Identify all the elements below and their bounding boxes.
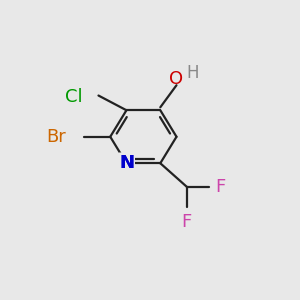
Text: N: N [119,154,134,172]
Text: F: F [215,178,225,196]
Text: O: O [169,70,184,88]
Text: H: H [186,64,199,82]
Text: F: F [182,213,192,231]
Text: Br: Br [46,128,66,146]
Text: Cl: Cl [65,88,82,106]
Text: N: N [120,154,133,172]
Text: N: N [119,154,134,172]
